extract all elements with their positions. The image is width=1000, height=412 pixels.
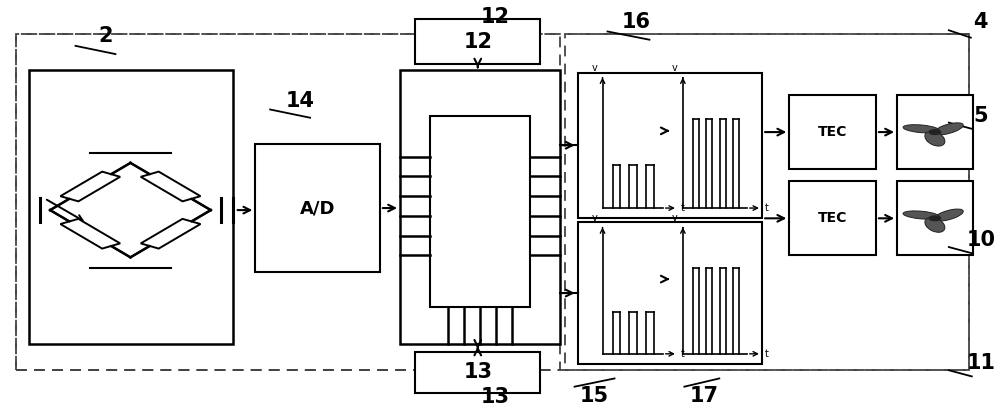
Text: TEC: TEC (818, 125, 847, 139)
Bar (255, 145, 380, 272)
Text: 16: 16 (622, 12, 651, 32)
Text: v: v (672, 63, 678, 73)
Bar (16, 33, 969, 370)
Bar (897, 181, 973, 255)
Text: 13: 13 (463, 362, 492, 382)
Text: 10: 10 (966, 229, 995, 250)
Text: 11: 11 (966, 353, 995, 373)
Text: 12: 12 (463, 32, 492, 52)
Ellipse shape (934, 123, 963, 135)
Polygon shape (60, 172, 120, 201)
Circle shape (929, 216, 941, 221)
Text: A/D: A/D (300, 199, 336, 217)
Ellipse shape (934, 209, 963, 221)
Text: 5: 5 (973, 105, 988, 126)
Ellipse shape (925, 131, 945, 146)
Bar (29, 70, 233, 344)
Text: t: t (765, 203, 769, 213)
Text: v: v (672, 213, 678, 223)
Bar (415, 352, 540, 393)
Bar (400, 70, 560, 344)
Bar (565, 33, 969, 370)
Polygon shape (141, 219, 200, 248)
Text: 17: 17 (690, 386, 719, 406)
Text: t: t (681, 203, 685, 213)
Text: t: t (681, 349, 685, 359)
Text: v: v (592, 63, 598, 73)
Ellipse shape (925, 218, 945, 232)
Bar (16, 33, 560, 370)
Text: t: t (765, 349, 769, 359)
Text: 12: 12 (480, 7, 509, 27)
Polygon shape (60, 219, 120, 248)
Ellipse shape (903, 125, 939, 133)
Text: 4: 4 (974, 12, 988, 32)
Ellipse shape (903, 211, 939, 219)
Bar (578, 222, 762, 364)
Polygon shape (141, 172, 200, 201)
Bar (578, 73, 762, 218)
Circle shape (929, 130, 941, 134)
Bar (789, 95, 876, 169)
Bar (897, 95, 973, 169)
Text: 15: 15 (580, 386, 609, 406)
Text: 13: 13 (480, 387, 509, 407)
Bar (789, 181, 876, 255)
Text: 14: 14 (286, 91, 315, 111)
Text: TEC: TEC (818, 211, 847, 225)
Bar (430, 116, 530, 307)
Text: 2: 2 (98, 26, 113, 46)
Text: v: v (592, 213, 598, 223)
Bar (415, 19, 540, 64)
